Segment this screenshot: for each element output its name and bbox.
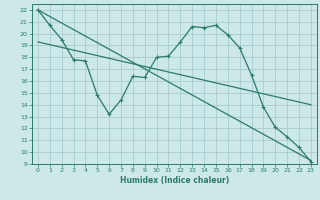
X-axis label: Humidex (Indice chaleur): Humidex (Indice chaleur) (120, 176, 229, 185)
